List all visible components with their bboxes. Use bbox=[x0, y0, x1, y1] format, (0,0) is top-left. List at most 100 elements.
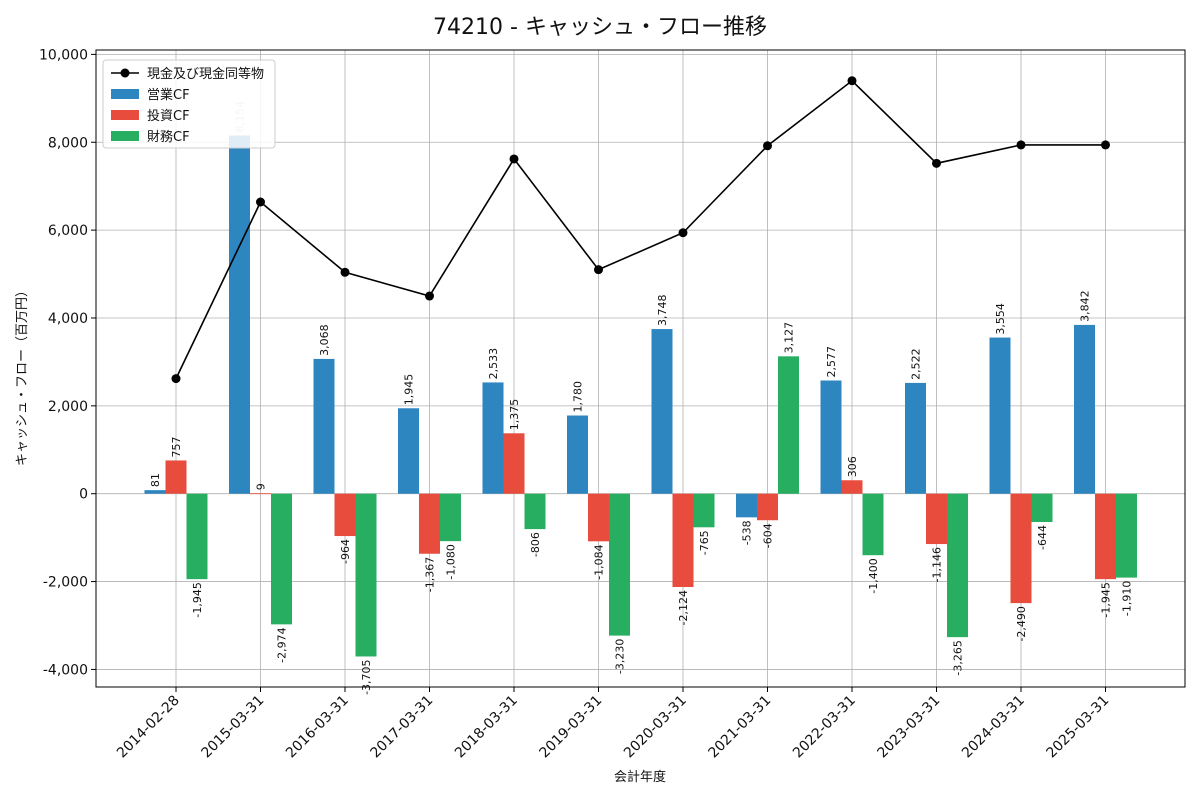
grid bbox=[96, 50, 1185, 687]
bar-営業CF-2016-03-31 bbox=[313, 358, 335, 494]
plot-frame bbox=[95, 49, 1186, 688]
legend-label: 財務CF bbox=[147, 130, 190, 145]
bar-財務CF-2020-03-31 bbox=[693, 493, 715, 528]
bar-value-label: 3,748 bbox=[656, 295, 669, 327]
x-tick-label: 2017-03-31 bbox=[367, 693, 436, 762]
x-tick-label: 2015-03-31 bbox=[198, 693, 267, 762]
bar-財務CF-2015-03-31 bbox=[271, 493, 292, 625]
bar-営業CF-2024-03-31 bbox=[989, 337, 1011, 494]
x-tick-label: 2014-02-28 bbox=[114, 693, 183, 762]
bar-投資CF-2019-03-31 bbox=[588, 493, 609, 542]
legend-label: 現金及び現金同等物 bbox=[147, 66, 264, 82]
legend-box bbox=[102, 59, 276, 149]
bar-value-label: -2,124 bbox=[677, 590, 690, 625]
cash-point-2024-03-31 bbox=[1016, 140, 1026, 150]
bar-value-label: -765 bbox=[698, 530, 711, 555]
x-tick-label: 2016-03-31 bbox=[283, 693, 352, 762]
x-tick-label: 2019-03-31 bbox=[536, 693, 605, 762]
cash-point-2023-03-31 bbox=[932, 158, 941, 168]
bar-財務CF-2022-03-31 bbox=[862, 493, 884, 556]
bar-投資CF-2017-03-31 bbox=[419, 493, 440, 554]
x-tick-label: 2022-03-31 bbox=[790, 693, 859, 762]
legend-marker bbox=[120, 68, 130, 78]
y-tick-label: 2,000 bbox=[48, 399, 88, 415]
x-tick-label: 2020-03-31 bbox=[621, 693, 690, 762]
bar-value-label: -2,974 bbox=[276, 627, 289, 662]
y-tick-label: 10,000 bbox=[39, 47, 88, 63]
bar-財務CF-2024-03-31 bbox=[1031, 493, 1053, 522]
cash-point-2022-03-31 bbox=[847, 76, 857, 86]
y-tick-label: 6,000 bbox=[48, 223, 88, 239]
bar-value-label: 1,375 bbox=[508, 399, 521, 431]
cash-point-2020-03-31 bbox=[678, 228, 688, 238]
bar-財務CF-2023-03-31 bbox=[947, 493, 968, 638]
x-ticks: 2014-02-28 2015-03-31 2016-03-31 2017-03-31… bbox=[114, 687, 1112, 761]
bar-value-label: 757 bbox=[170, 436, 183, 457]
bar-営業CF-2015-03-31 bbox=[229, 135, 250, 494]
x-tick-label: 2018-03-31 bbox=[452, 693, 521, 762]
bar-value-label: -3,265 bbox=[952, 640, 965, 675]
bar-投資CF-2016-03-31 bbox=[334, 493, 356, 537]
bar-営業CF-2014-02-28 bbox=[144, 490, 166, 494]
bar-value-label: 3,554 bbox=[994, 303, 1007, 335]
bar-営業CF-2018-03-31 bbox=[482, 382, 504, 494]
legend-swatch bbox=[111, 131, 139, 141]
bar-財務CF-2018-03-31 bbox=[524, 493, 546, 530]
bar-value-label: -1,910 bbox=[1121, 581, 1134, 616]
x-tick-label: 2024-03-31 bbox=[959, 693, 1028, 762]
bar-value-label: 2,577 bbox=[825, 346, 838, 378]
bar-value-label: -1,367 bbox=[424, 557, 437, 592]
bar-財務CF-2019-03-31 bbox=[609, 493, 630, 636]
bar-value-label: -806 bbox=[529, 532, 542, 557]
bar-投資CF-2015-03-31 bbox=[250, 493, 271, 495]
cash-line bbox=[171, 76, 1110, 384]
bar-営業CF-2023-03-31 bbox=[905, 382, 926, 494]
bar-営業CF-2017-03-31 bbox=[398, 408, 419, 494]
cash-point-2017-03-31 bbox=[425, 291, 434, 301]
bar-labels: 818,1543,0681,9452,5331,7803,748-5382,57… bbox=[149, 101, 1134, 695]
bar-営業CF-2022-03-31 bbox=[820, 380, 842, 494]
bar-value-label: -604 bbox=[762, 523, 775, 548]
bar-value-label: -538 bbox=[741, 520, 754, 545]
cash-point-2025-03-31 bbox=[1101, 140, 1110, 150]
bar-財務CF-2025-03-31 bbox=[1116, 493, 1137, 578]
bar-投資CF-2018-03-31 bbox=[503, 433, 525, 494]
chart-title: 74210 - キャッシュ・フロー推移 bbox=[433, 15, 767, 40]
bar-value-label: -964 bbox=[339, 539, 352, 564]
bar-財務CF-2021-03-31 bbox=[778, 356, 799, 494]
bar-value-label: -3,230 bbox=[614, 639, 627, 674]
bar-value-label: -1,945 bbox=[191, 582, 204, 617]
cash-point-2016-03-31 bbox=[340, 267, 350, 277]
cash-point-2021-03-31 bbox=[763, 141, 772, 151]
bar-投資CF-2023-03-31 bbox=[926, 493, 947, 545]
legend-label: 営業CF bbox=[147, 87, 190, 103]
legend-label: 投資CF bbox=[147, 108, 190, 124]
bars bbox=[144, 135, 1137, 657]
bar-財務CF-2014-02-28 bbox=[186, 493, 208, 580]
bar-value-label: 1,945 bbox=[403, 374, 416, 406]
bar-value-label: 81 bbox=[149, 473, 162, 487]
y-axis-label: キャッシュ・フロー（百万円） bbox=[15, 284, 30, 466]
cash-point-2015-03-31 bbox=[256, 197, 265, 207]
bar-営業CF-2021-03-31 bbox=[736, 493, 757, 518]
legend-swatch bbox=[111, 110, 139, 120]
y-tick-label: -2,000 bbox=[43, 575, 88, 591]
bar-投資CF-2024-03-31 bbox=[1010, 493, 1032, 604]
bar-財務CF-2016-03-31 bbox=[355, 493, 377, 657]
legend-swatch bbox=[111, 89, 139, 99]
bar-営業CF-2020-03-31 bbox=[651, 329, 673, 494]
bar-value-label: -2,490 bbox=[1015, 606, 1028, 641]
x-tick-label: 2025-03-31 bbox=[1043, 693, 1112, 762]
bar-投資CF-2025-03-31 bbox=[1095, 493, 1116, 580]
bar-value-label: -1,084 bbox=[593, 544, 606, 579]
bar-value-label: -1,945 bbox=[1100, 582, 1113, 617]
y-tick-label: 4,000 bbox=[48, 311, 88, 327]
bar-value-label: 2,533 bbox=[487, 348, 500, 380]
bar-value-label: 3,842 bbox=[1079, 290, 1092, 322]
cash-point-2014-02-28 bbox=[171, 374, 181, 384]
bar-営業CF-2019-03-31 bbox=[567, 415, 588, 494]
bar-value-label: 306 bbox=[846, 456, 859, 477]
bar-投資CF-2020-03-31 bbox=[672, 493, 694, 588]
